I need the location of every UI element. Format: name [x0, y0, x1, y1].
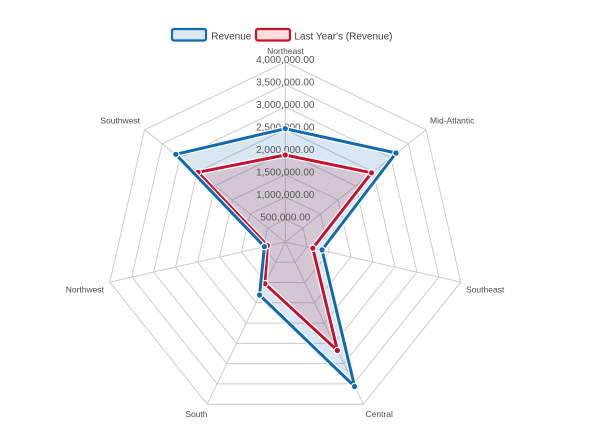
svg-text:3,000,000.00: 3,000,000.00: [256, 100, 315, 111]
svg-text:Revenue: Revenue: [211, 32, 251, 43]
svg-text:500,000.00: 500,000.00: [260, 213, 310, 224]
svg-text:Northwest: Northwest: [66, 285, 105, 295]
svg-text:Southeast: Southeast: [466, 285, 505, 295]
svg-text:Mid-Atlantic: Mid-Atlantic: [430, 116, 475, 126]
svg-text:Southwest: Southwest: [100, 116, 140, 126]
svg-text:Central: Central: [366, 409, 394, 419]
svg-text:Northeast: Northeast: [267, 46, 304, 56]
svg-text:2,000,000.00: 2,000,000.00: [256, 145, 315, 156]
svg-text:3,500,000.00: 3,500,000.00: [256, 78, 315, 89]
svg-text:4,000,000.00: 4,000,000.00: [256, 55, 315, 66]
svg-text:Last Year's (Revenue): Last Year's (Revenue): [294, 32, 392, 43]
svg-text:1,000,000.00: 1,000,000.00: [256, 190, 315, 201]
svg-text:South: South: [185, 409, 207, 419]
svg-text:1,500,000.00: 1,500,000.00: [256, 168, 315, 179]
